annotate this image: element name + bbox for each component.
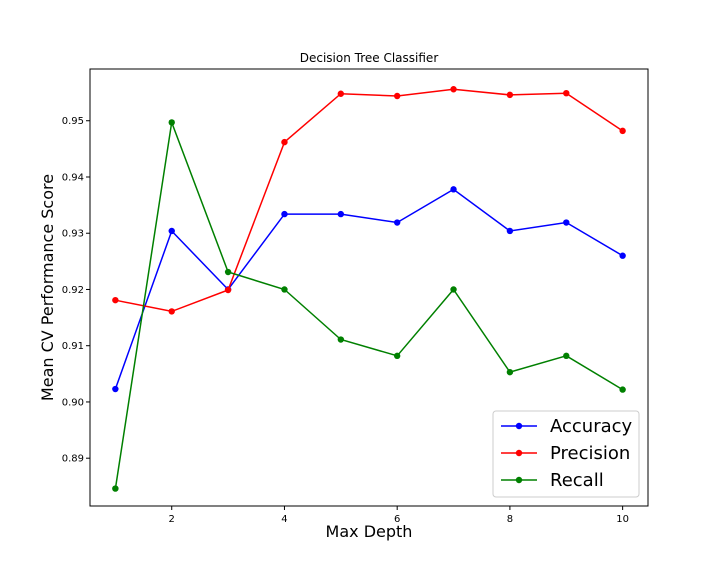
data-point-accuracy xyxy=(112,385,119,393)
legend-label-precision: Precision xyxy=(550,443,630,464)
legend-label-recall: Recall xyxy=(550,470,604,491)
ticks-layer: 2 4 6 8 10 0.89 0.90 0.91 0.92 0.93 0.94 0.95 xyxy=(62,116,629,525)
y-tick-label: 0.93 xyxy=(62,229,84,240)
series-line-accuracy xyxy=(114,188,623,390)
data-point-recall xyxy=(112,485,119,492)
data-point-recall xyxy=(168,119,175,126)
plot-layer xyxy=(112,86,626,492)
data-point-recall xyxy=(450,286,457,293)
x-tick-label: 2 xyxy=(169,514,175,525)
legend: Accuracy Precision Recall xyxy=(492,410,640,498)
x-tick-label: 4 xyxy=(281,514,287,525)
x-tick-label: 8 xyxy=(507,514,513,525)
data-point-precision xyxy=(112,296,119,304)
legend-marker-recall xyxy=(515,476,523,484)
data-point-precision xyxy=(281,138,288,146)
data-point-precision xyxy=(506,91,514,99)
y-tick-label: 0.92 xyxy=(62,285,84,296)
data-point-accuracy xyxy=(450,186,457,193)
data-point-precision xyxy=(563,89,570,97)
data-point-precision xyxy=(450,86,457,93)
data-point-accuracy xyxy=(506,227,514,235)
legend-box xyxy=(492,410,640,498)
x-tick-label: 10 xyxy=(616,514,629,525)
legend-marker-precision xyxy=(515,449,523,457)
x-tick-label: 6 xyxy=(394,514,400,525)
legend-label-accuracy: Accuracy xyxy=(550,416,633,437)
chart-title: Decision Tree Classifier xyxy=(300,51,439,65)
data-point-recall xyxy=(393,352,401,360)
y-tick-label: 0.89 xyxy=(62,454,84,465)
y-tick-label: 0.94 xyxy=(62,172,84,183)
data-point-accuracy xyxy=(393,219,401,226)
y-tick-label: 0.95 xyxy=(62,116,84,127)
data-point-accuracy xyxy=(168,227,175,235)
data-point-recall xyxy=(281,286,288,293)
data-point-recall xyxy=(337,336,345,343)
data-point-accuracy xyxy=(563,219,570,226)
data-point-precision xyxy=(224,286,232,294)
data-point-accuracy xyxy=(281,210,288,218)
x-axis-label: Max Depth xyxy=(326,522,413,541)
series-line-precision xyxy=(115,88,624,313)
plot-frame xyxy=(89,68,649,507)
data-point-recall xyxy=(506,368,514,376)
data-point-precision xyxy=(337,90,345,97)
data-point-recall xyxy=(224,268,232,276)
y-tick-label: 0.91 xyxy=(62,341,84,352)
data-point-recall xyxy=(619,386,626,393)
y-axis-label: Mean CV Performance Score xyxy=(38,174,57,401)
y-tick-label: 0.90 xyxy=(62,397,84,408)
data-point-precision xyxy=(393,92,401,100)
data-point-accuracy xyxy=(337,210,345,218)
data-point-precision xyxy=(619,127,626,135)
data-point-precision xyxy=(168,308,175,315)
data-point-recall xyxy=(563,352,570,360)
series-line-recall xyxy=(114,119,623,489)
data-point-accuracy xyxy=(619,252,626,259)
legend-marker-accuracy xyxy=(515,422,523,430)
